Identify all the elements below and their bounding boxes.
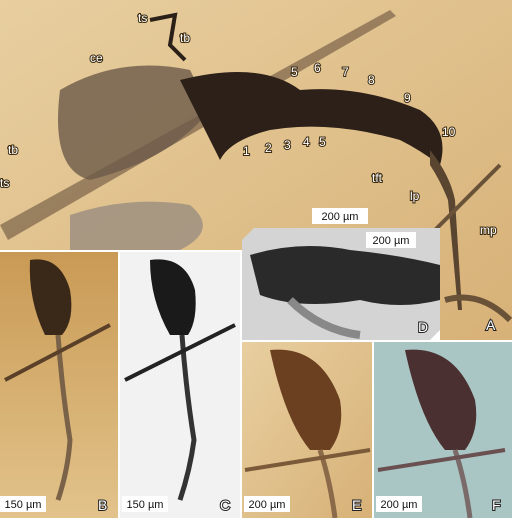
scale-bar: 200 µm [322,211,359,223]
scale-bar: 150 µm [127,499,164,511]
annotation: 10 [442,125,456,139]
annotation: 7 [342,65,349,79]
scale-bar: 150 µm [5,499,42,511]
panel-letter: F [492,497,501,513]
annotation: 2 [265,141,272,155]
panel-e [242,342,372,518]
panel-f [374,342,512,518]
annotation: 5 [291,65,298,79]
panel-letter: C [220,497,230,513]
panel-letter: E [352,497,361,513]
panel-a [0,0,512,340]
annotation: 5 [319,135,326,149]
annotation: 4 [303,135,310,149]
annotation: 1 [243,144,250,158]
annotation: ts [0,176,9,190]
scale-bar: 200 µm [373,235,410,247]
annotation: ts [138,11,147,25]
panel-letter: B [98,497,107,513]
annotation: tft [372,171,383,185]
scale-bar: 200 µm [381,499,418,511]
panel-c [120,252,240,518]
panel-letter: A [486,317,496,333]
annotation: lp [410,189,420,203]
annotation: tb [8,143,18,157]
panel-b [0,252,118,518]
panel-letter: D [418,319,428,335]
panel-d [242,228,440,340]
scale-bar: 200 µm [249,499,286,511]
annotation: tb [180,31,190,45]
annotation: mp [480,223,497,237]
annotation: 3 [284,138,291,152]
annotation: ce [90,51,103,65]
annotation: 6 [314,61,321,75]
annotation: 9 [404,91,411,105]
annotation: 8 [368,73,375,87]
